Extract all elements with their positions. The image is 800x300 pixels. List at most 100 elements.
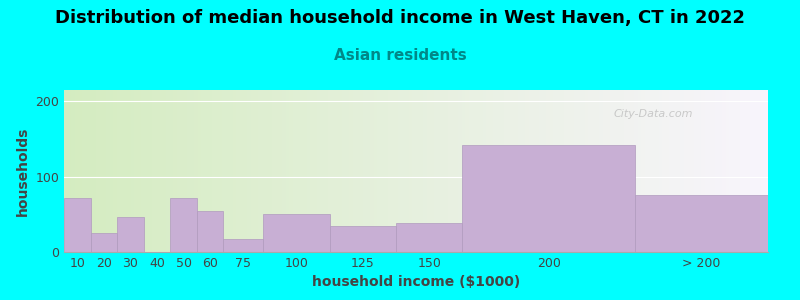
Bar [458,90,462,252]
Bar [219,90,222,252]
Bar [366,90,370,252]
Bar [117,217,144,252]
Bar [430,90,434,252]
Bar [370,90,374,252]
Bar [726,90,730,252]
Bar [413,90,416,252]
Bar [226,90,230,252]
Bar [237,90,240,252]
Bar [514,90,518,252]
Bar [448,90,451,252]
Bar [441,90,444,252]
Bar [293,90,296,252]
Bar [630,90,634,252]
Bar [353,90,356,252]
Bar [638,90,642,252]
Bar [560,90,564,252]
Bar [378,90,381,252]
Bar [398,90,402,252]
Bar [64,90,67,252]
Bar [212,90,215,252]
Bar [374,90,378,252]
Bar [501,90,504,252]
Bar [662,90,666,252]
Bar [223,239,263,252]
Bar [194,90,198,252]
Bar [233,90,237,252]
Bar [546,90,550,252]
Bar [127,90,131,252]
Bar [124,90,127,252]
Bar [504,90,507,252]
Bar [338,90,342,252]
Bar [437,90,441,252]
Bar [602,90,606,252]
Bar [282,90,286,252]
Bar [582,90,585,252]
Bar [730,90,733,252]
Bar [673,90,677,252]
Bar [705,90,708,252]
Bar [296,90,300,252]
Bar [690,90,694,252]
Bar [78,90,82,252]
Bar [627,90,630,252]
Bar [85,90,89,252]
Bar [708,90,712,252]
Bar [138,90,142,252]
Bar [409,90,413,252]
Bar [574,90,578,252]
Bar [648,90,652,252]
Bar [240,90,243,252]
Text: City-Data.com: City-Data.com [613,110,693,119]
Bar [645,90,648,252]
Bar [747,90,750,252]
Bar [261,90,265,252]
Bar [64,198,90,252]
Bar [677,90,680,252]
Bar [680,90,683,252]
Bar [758,90,761,252]
Bar [599,90,602,252]
Bar [712,90,715,252]
Bar [617,90,620,252]
Bar [205,90,208,252]
Bar [416,90,419,252]
Bar [202,90,205,252]
Bar [451,90,454,252]
Bar [258,90,261,252]
Bar [529,90,532,252]
Bar [698,90,701,252]
Bar [381,90,384,252]
Bar [190,90,194,252]
Bar [263,214,330,252]
Bar [331,90,335,252]
Bar [740,90,743,252]
Bar [388,90,391,252]
Bar [694,90,698,252]
Bar [184,90,187,252]
Bar [342,90,346,252]
Bar [82,90,85,252]
Bar [110,90,114,252]
Bar [557,90,560,252]
Bar [655,90,659,252]
Bar [722,90,726,252]
Bar [518,90,522,252]
Bar [92,90,96,252]
Bar [330,226,396,252]
Bar [497,90,501,252]
Bar [247,90,250,252]
Bar [670,90,673,252]
Bar [434,90,437,252]
Bar [683,90,687,252]
Bar [303,90,307,252]
Bar [215,90,219,252]
Bar [149,90,152,252]
Bar [290,90,293,252]
Bar [613,90,617,252]
Bar [114,90,117,252]
Bar [67,90,71,252]
Bar [395,90,398,252]
Bar [328,90,331,252]
